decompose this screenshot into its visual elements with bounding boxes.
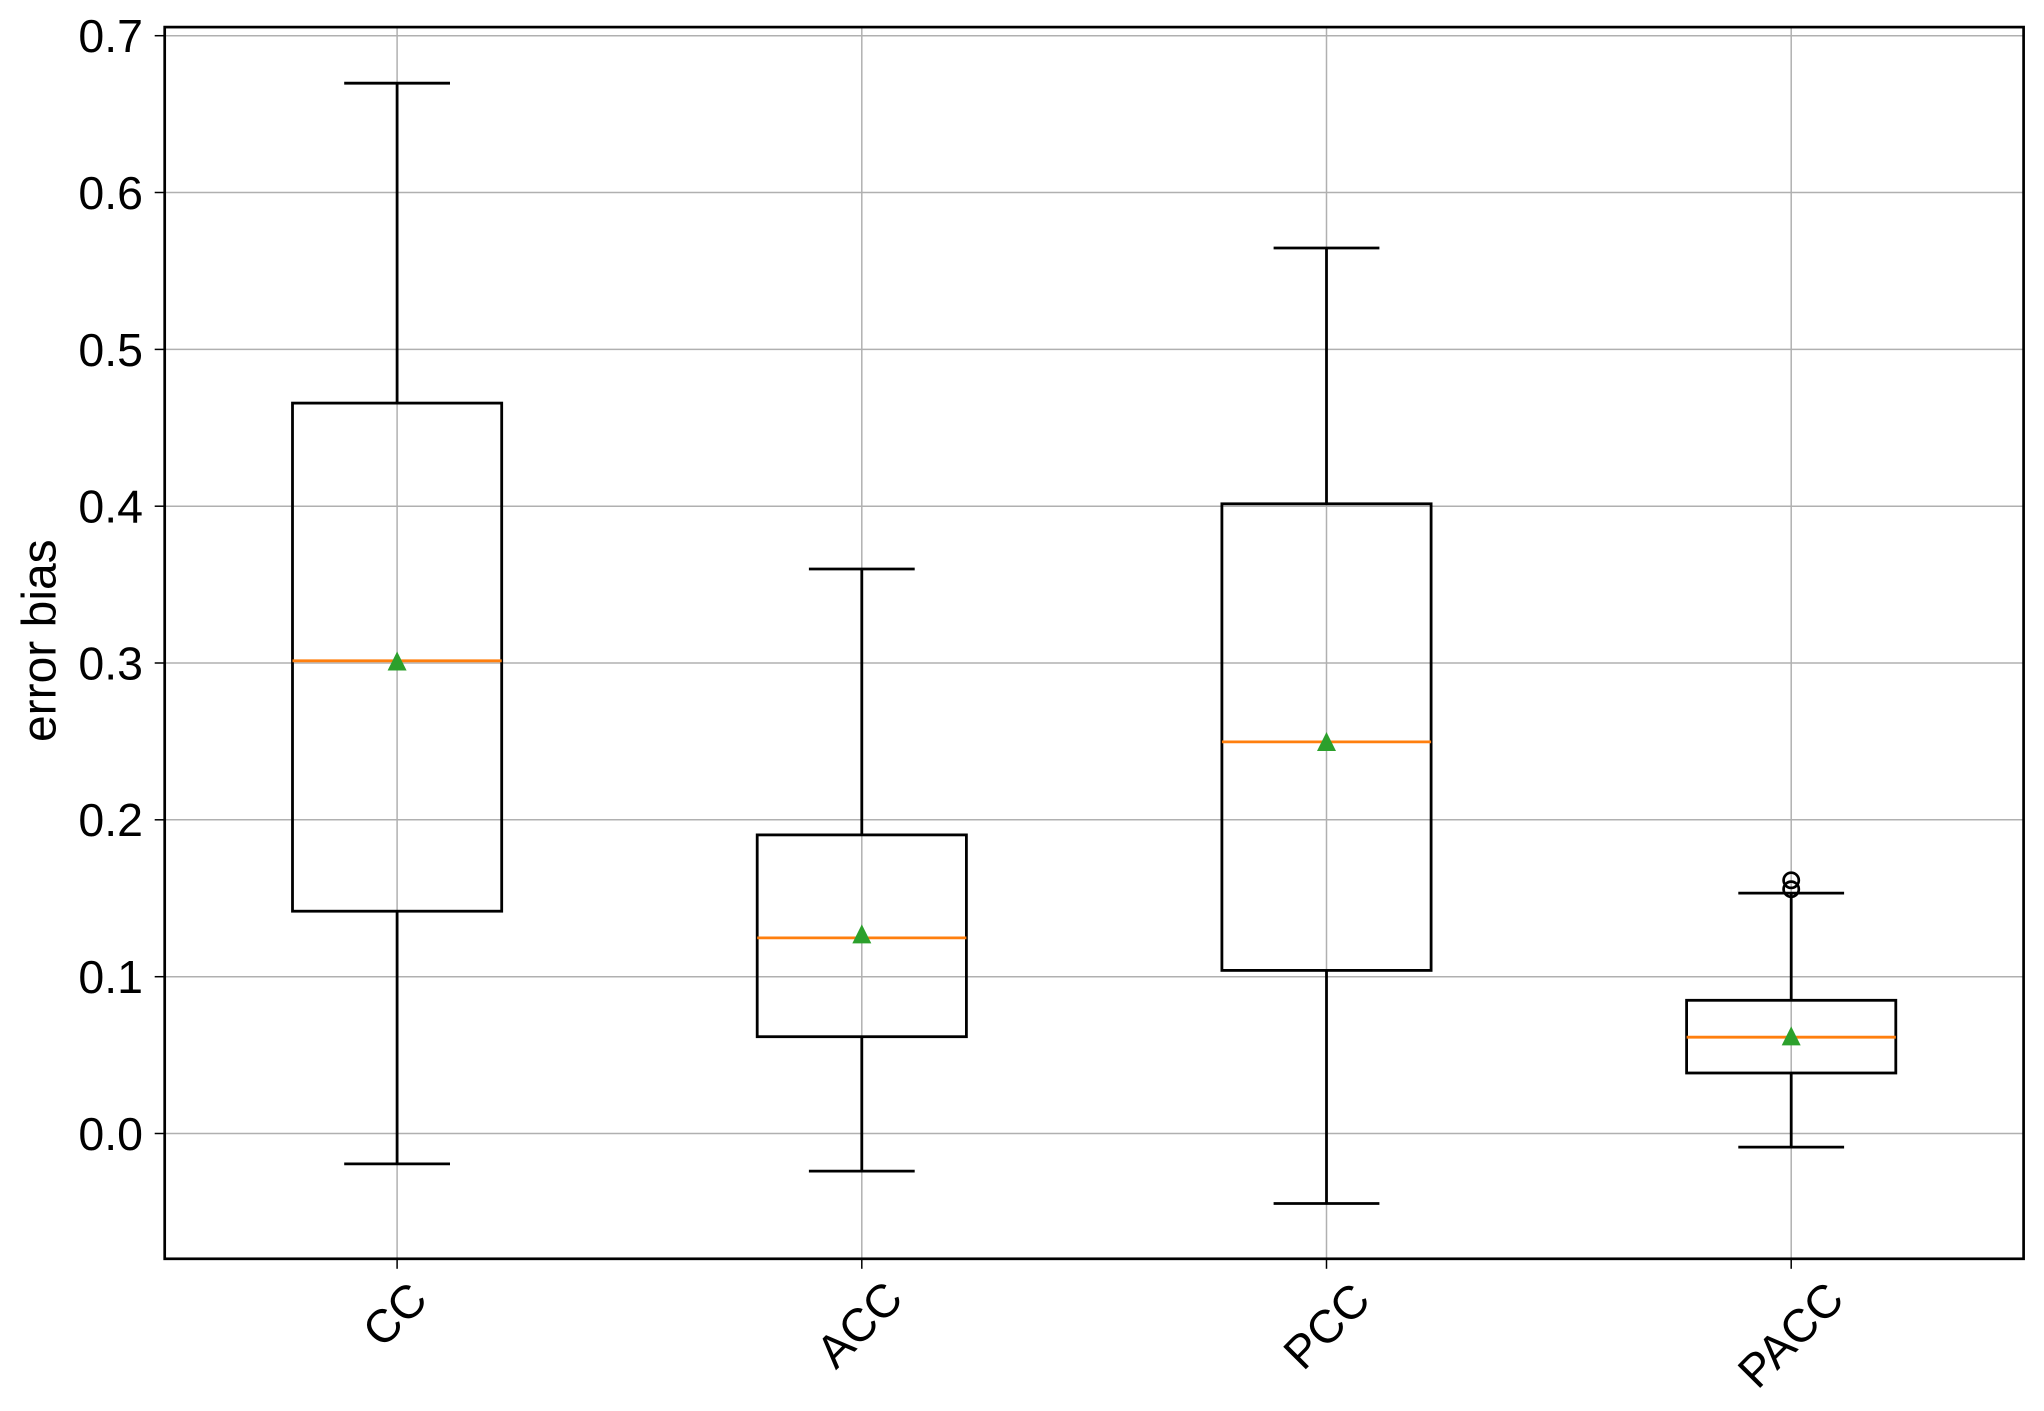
svg-text:0.5: 0.5 [78, 324, 143, 376]
svg-text:0.1: 0.1 [78, 951, 143, 1003]
svg-text:error bias: error bias [14, 539, 67, 742]
svg-text:0.7: 0.7 [78, 10, 143, 62]
svg-text:0.3: 0.3 [78, 637, 143, 689]
svg-text:0.2: 0.2 [78, 794, 143, 846]
svg-text:0.6: 0.6 [78, 167, 143, 219]
svg-text:0.4: 0.4 [78, 481, 143, 533]
svg-text:0.0: 0.0 [78, 1108, 143, 1160]
